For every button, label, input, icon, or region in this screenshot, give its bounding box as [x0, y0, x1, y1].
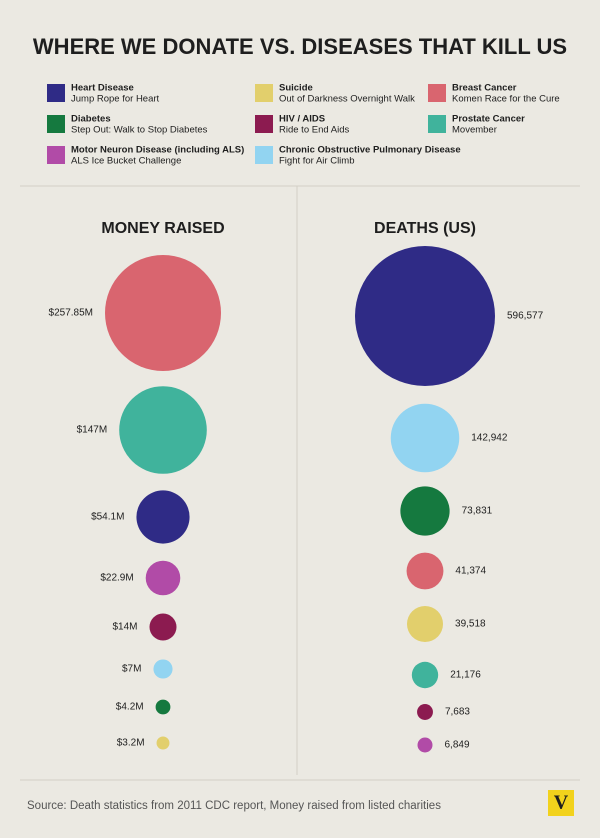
legend-swatch: [255, 146, 273, 164]
value-label: $4.2M: [116, 702, 144, 713]
legend-disease: Diabetes: [71, 114, 111, 125]
value-label: 596,577: [507, 311, 544, 322]
legend-swatch: [47, 84, 65, 102]
legend-event: Ride to End Aids: [279, 125, 349, 136]
legend-swatch: [255, 84, 273, 102]
bubble: [400, 486, 450, 536]
logo: V: [554, 792, 569, 814]
legend-swatch: [47, 146, 65, 164]
value-label: $22.9M: [100, 573, 133, 584]
bubble: [390, 403, 460, 473]
bubble: [119, 386, 207, 474]
legend-disease: Heart Disease: [71, 83, 134, 94]
bubble: [105, 255, 221, 371]
value-label: $147M: [77, 425, 108, 436]
legend-disease: Chronic Obstructive Pulmonary Disease: [279, 145, 461, 156]
bubble: [145, 560, 181, 596]
bubble: [355, 246, 495, 386]
value-label: $257.85M: [49, 308, 93, 319]
bubble: [153, 659, 173, 679]
legend-event: Out of Darkness Overnight Walk: [279, 94, 415, 105]
value-label: 142,942: [471, 433, 508, 444]
legend-event: ALS Ice Bucket Challenge: [71, 156, 181, 167]
bubble: [406, 552, 444, 590]
legend-disease: HIV / AIDS: [279, 114, 325, 125]
chart-title: MONEY RAISED: [101, 220, 224, 237]
logo-box: [548, 790, 574, 816]
legend-event: Fight for Air Climb: [279, 156, 355, 167]
legend-swatch: [47, 115, 65, 133]
legend-event: Step Out: Walk to Stop Diabetes: [71, 125, 208, 136]
value-label: 73,831: [462, 506, 493, 517]
bubble: [155, 699, 171, 715]
bubble: [417, 704, 433, 720]
bubble: [417, 737, 433, 753]
value-label: 7,683: [445, 707, 470, 718]
legend-disease: Suicide: [279, 83, 313, 94]
bubble: [136, 490, 190, 544]
legend-swatch: [428, 84, 446, 102]
bubble: [149, 613, 177, 641]
legend-swatch: [255, 115, 273, 133]
bubble: [156, 736, 170, 750]
chart-title: DEATHS (US): [374, 220, 476, 237]
legend-disease: Prostate Cancer: [452, 114, 525, 125]
value-label: $7M: [122, 664, 141, 675]
source: Source: Death statistics from 2011 CDC r…: [27, 800, 441, 812]
legend-event: Movember: [452, 125, 497, 136]
bubble: [406, 605, 444, 643]
value-label: $54.1M: [91, 512, 124, 523]
legend-event: Jump Rope for Heart: [71, 94, 160, 105]
legend-disease: Breast Cancer: [452, 83, 517, 94]
value-label: $3.2M: [117, 738, 145, 749]
value-label: $14M: [112, 622, 137, 633]
value-label: 41,374: [455, 566, 486, 577]
legend-disease: Motor Neuron Disease (including ALS): [71, 145, 244, 156]
legend-swatch: [428, 115, 446, 133]
bubble: [411, 661, 439, 689]
main-title: WHERE WE DONATE VS. DISEASES THAT KILL U…: [33, 34, 567, 59]
value-label: 6,849: [445, 740, 470, 751]
legend-event: Komen Race for the Cure: [452, 94, 560, 105]
value-label: 39,518: [455, 619, 486, 630]
value-label: 21,176: [450, 670, 481, 681]
